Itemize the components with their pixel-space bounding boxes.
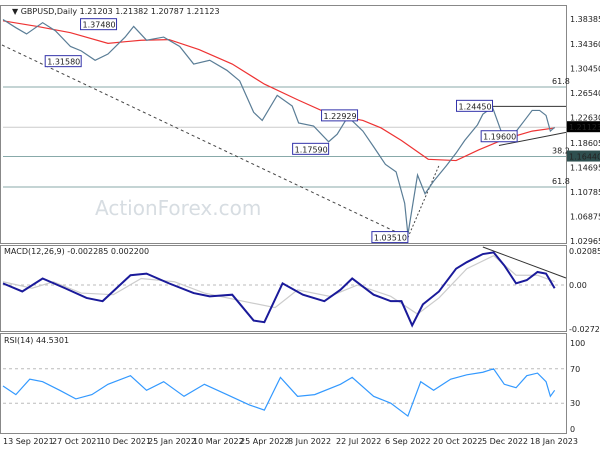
- triangle-bottom: [498, 131, 567, 147]
- series-line-1: [2, 251, 556, 328]
- y-tick: 1.18605: [570, 139, 600, 148]
- watermark: ActionForex.com: [95, 196, 261, 220]
- price-label-box: [292, 142, 330, 155]
- y-tick: 1.22630: [570, 114, 600, 123]
- rsi-tick: 100: [570, 339, 585, 348]
- y-tick: 1.02965: [570, 237, 600, 246]
- y-tick: 1.34360: [570, 40, 600, 49]
- level-price: 1.16440: [569, 153, 600, 162]
- x-tick: 18 Jan 2023: [530, 437, 578, 446]
- rsi-title: RSI(14) 44.5301: [4, 336, 69, 345]
- price-label: 1.22929: [324, 112, 357, 121]
- price-label-box: [456, 99, 494, 112]
- x-tick: 8 Jun 2022: [288, 437, 331, 446]
- y-tick: 1.14695: [570, 163, 600, 172]
- series-line-0: [2, 20, 555, 162]
- price-label: 1.17590: [295, 145, 328, 154]
- macd-tick: -0.027213: [569, 325, 600, 334]
- panel-frame-1: [0, 245, 567, 332]
- fib-label: 38.2: [552, 147, 570, 156]
- x-tick: 5 Dec 2022: [482, 437, 528, 446]
- x-tick: 27 Oct 2021: [52, 437, 101, 446]
- x-tick: 25 Jan 2022: [148, 437, 196, 446]
- rsi-tick: 30: [570, 399, 580, 408]
- price-label: 1.37480: [83, 21, 116, 30]
- panel-frame-0: [0, 5, 567, 244]
- macd-title: MACD(12,26,9) -0.002285 0.002200: [4, 247, 149, 256]
- price-label: 1.19600: [483, 133, 516, 142]
- macd-tick: 0.020858: [569, 247, 600, 256]
- trendline: [407, 165, 440, 238]
- x-tick: 10 Mar 2022: [193, 437, 244, 446]
- macd-trendline: [482, 246, 567, 279]
- price-label-box: [321, 109, 359, 122]
- y-tick: 1.38385: [570, 15, 600, 24]
- y-tick: 1.06875: [570, 212, 600, 221]
- price-label: 1.03510: [374, 234, 407, 243]
- level-box: [567, 150, 600, 162]
- price-label-box: [80, 18, 118, 31]
- series-line-1: [2, 254, 555, 315]
- current-price: 1.21123: [569, 123, 600, 132]
- fib-label: 61.8: [552, 177, 570, 186]
- fib-label: 61.8: [552, 77, 570, 86]
- chart-title: ▼ GBPUSD,Daily 1.21203 1.21382 1.20787 1…: [12, 7, 220, 16]
- series-line-2: [2, 368, 556, 418]
- x-tick: 6 Sep 2022: [385, 437, 431, 446]
- price-label: 1.31580: [47, 58, 80, 67]
- price-label-box: [371, 231, 409, 244]
- rsi-tick: 70: [570, 365, 580, 374]
- price-label: 1.24450: [459, 102, 492, 111]
- y-tick: 1.30450: [570, 65, 600, 74]
- current-price-box: [567, 121, 600, 133]
- y-tick: 1.10785: [570, 188, 600, 197]
- x-tick: 25 Apr 2022: [240, 437, 289, 446]
- x-tick: 20 Oct 2022: [433, 437, 482, 446]
- x-tick: 22 Jul 2022: [336, 437, 381, 446]
- macd-tick: 0.00: [569, 281, 587, 290]
- panel-frame-2: [0, 333, 567, 434]
- price-label-box: [44, 55, 82, 68]
- x-tick: 10 Dec 2021: [100, 437, 151, 446]
- x-tick: 13 Sep 2021: [3, 437, 54, 446]
- trendline: [1, 44, 409, 239]
- rsi-tick: 0: [570, 425, 575, 434]
- price-label-box: [480, 130, 518, 143]
- y-tick: 1.26540: [570, 89, 600, 98]
